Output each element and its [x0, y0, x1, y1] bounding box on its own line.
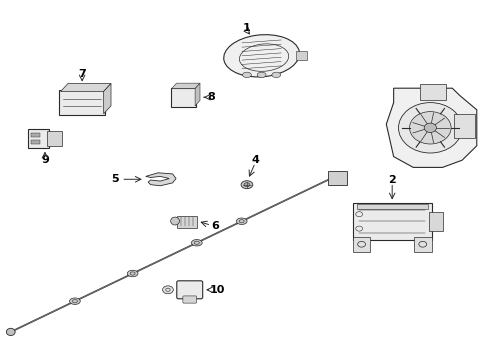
FancyBboxPatch shape	[428, 212, 443, 231]
Text: 9: 9	[41, 155, 49, 165]
Text: 2: 2	[387, 175, 395, 185]
FancyBboxPatch shape	[352, 237, 370, 252]
Text: 1: 1	[243, 23, 250, 33]
Text: 10: 10	[209, 285, 225, 295]
Ellipse shape	[127, 270, 138, 277]
FancyBboxPatch shape	[177, 281, 202, 299]
FancyBboxPatch shape	[352, 203, 430, 240]
Ellipse shape	[236, 218, 246, 225]
Ellipse shape	[191, 239, 202, 246]
Ellipse shape	[257, 72, 265, 78]
FancyBboxPatch shape	[47, 131, 61, 146]
Text: 4: 4	[251, 155, 259, 165]
Ellipse shape	[271, 72, 280, 78]
FancyBboxPatch shape	[183, 296, 196, 303]
Ellipse shape	[6, 328, 15, 336]
Ellipse shape	[242, 72, 251, 78]
Bar	[31, 140, 40, 144]
FancyBboxPatch shape	[327, 171, 346, 185]
Text: 5: 5	[111, 174, 119, 184]
Text: 8: 8	[207, 92, 215, 102]
Bar	[31, 133, 40, 137]
Text: 3: 3	[449, 126, 457, 136]
Ellipse shape	[69, 298, 80, 305]
FancyBboxPatch shape	[59, 90, 105, 115]
FancyBboxPatch shape	[419, 84, 445, 100]
FancyBboxPatch shape	[177, 216, 196, 228]
Polygon shape	[145, 173, 176, 186]
Ellipse shape	[170, 217, 179, 225]
Ellipse shape	[244, 183, 249, 186]
FancyBboxPatch shape	[170, 88, 196, 107]
Ellipse shape	[162, 286, 173, 294]
Text: 7: 7	[78, 69, 86, 79]
Ellipse shape	[224, 35, 299, 77]
FancyBboxPatch shape	[453, 114, 474, 138]
Ellipse shape	[408, 112, 450, 144]
Polygon shape	[61, 84, 111, 91]
FancyBboxPatch shape	[28, 129, 49, 148]
Polygon shape	[171, 83, 200, 89]
Bar	[356, 204, 427, 209]
Bar	[295, 51, 306, 60]
Text: 6: 6	[211, 221, 219, 231]
Polygon shape	[103, 84, 111, 114]
FancyBboxPatch shape	[413, 237, 430, 252]
Polygon shape	[195, 83, 200, 106]
Ellipse shape	[241, 181, 252, 189]
Polygon shape	[386, 88, 476, 167]
Ellipse shape	[398, 103, 461, 153]
Ellipse shape	[423, 123, 435, 132]
